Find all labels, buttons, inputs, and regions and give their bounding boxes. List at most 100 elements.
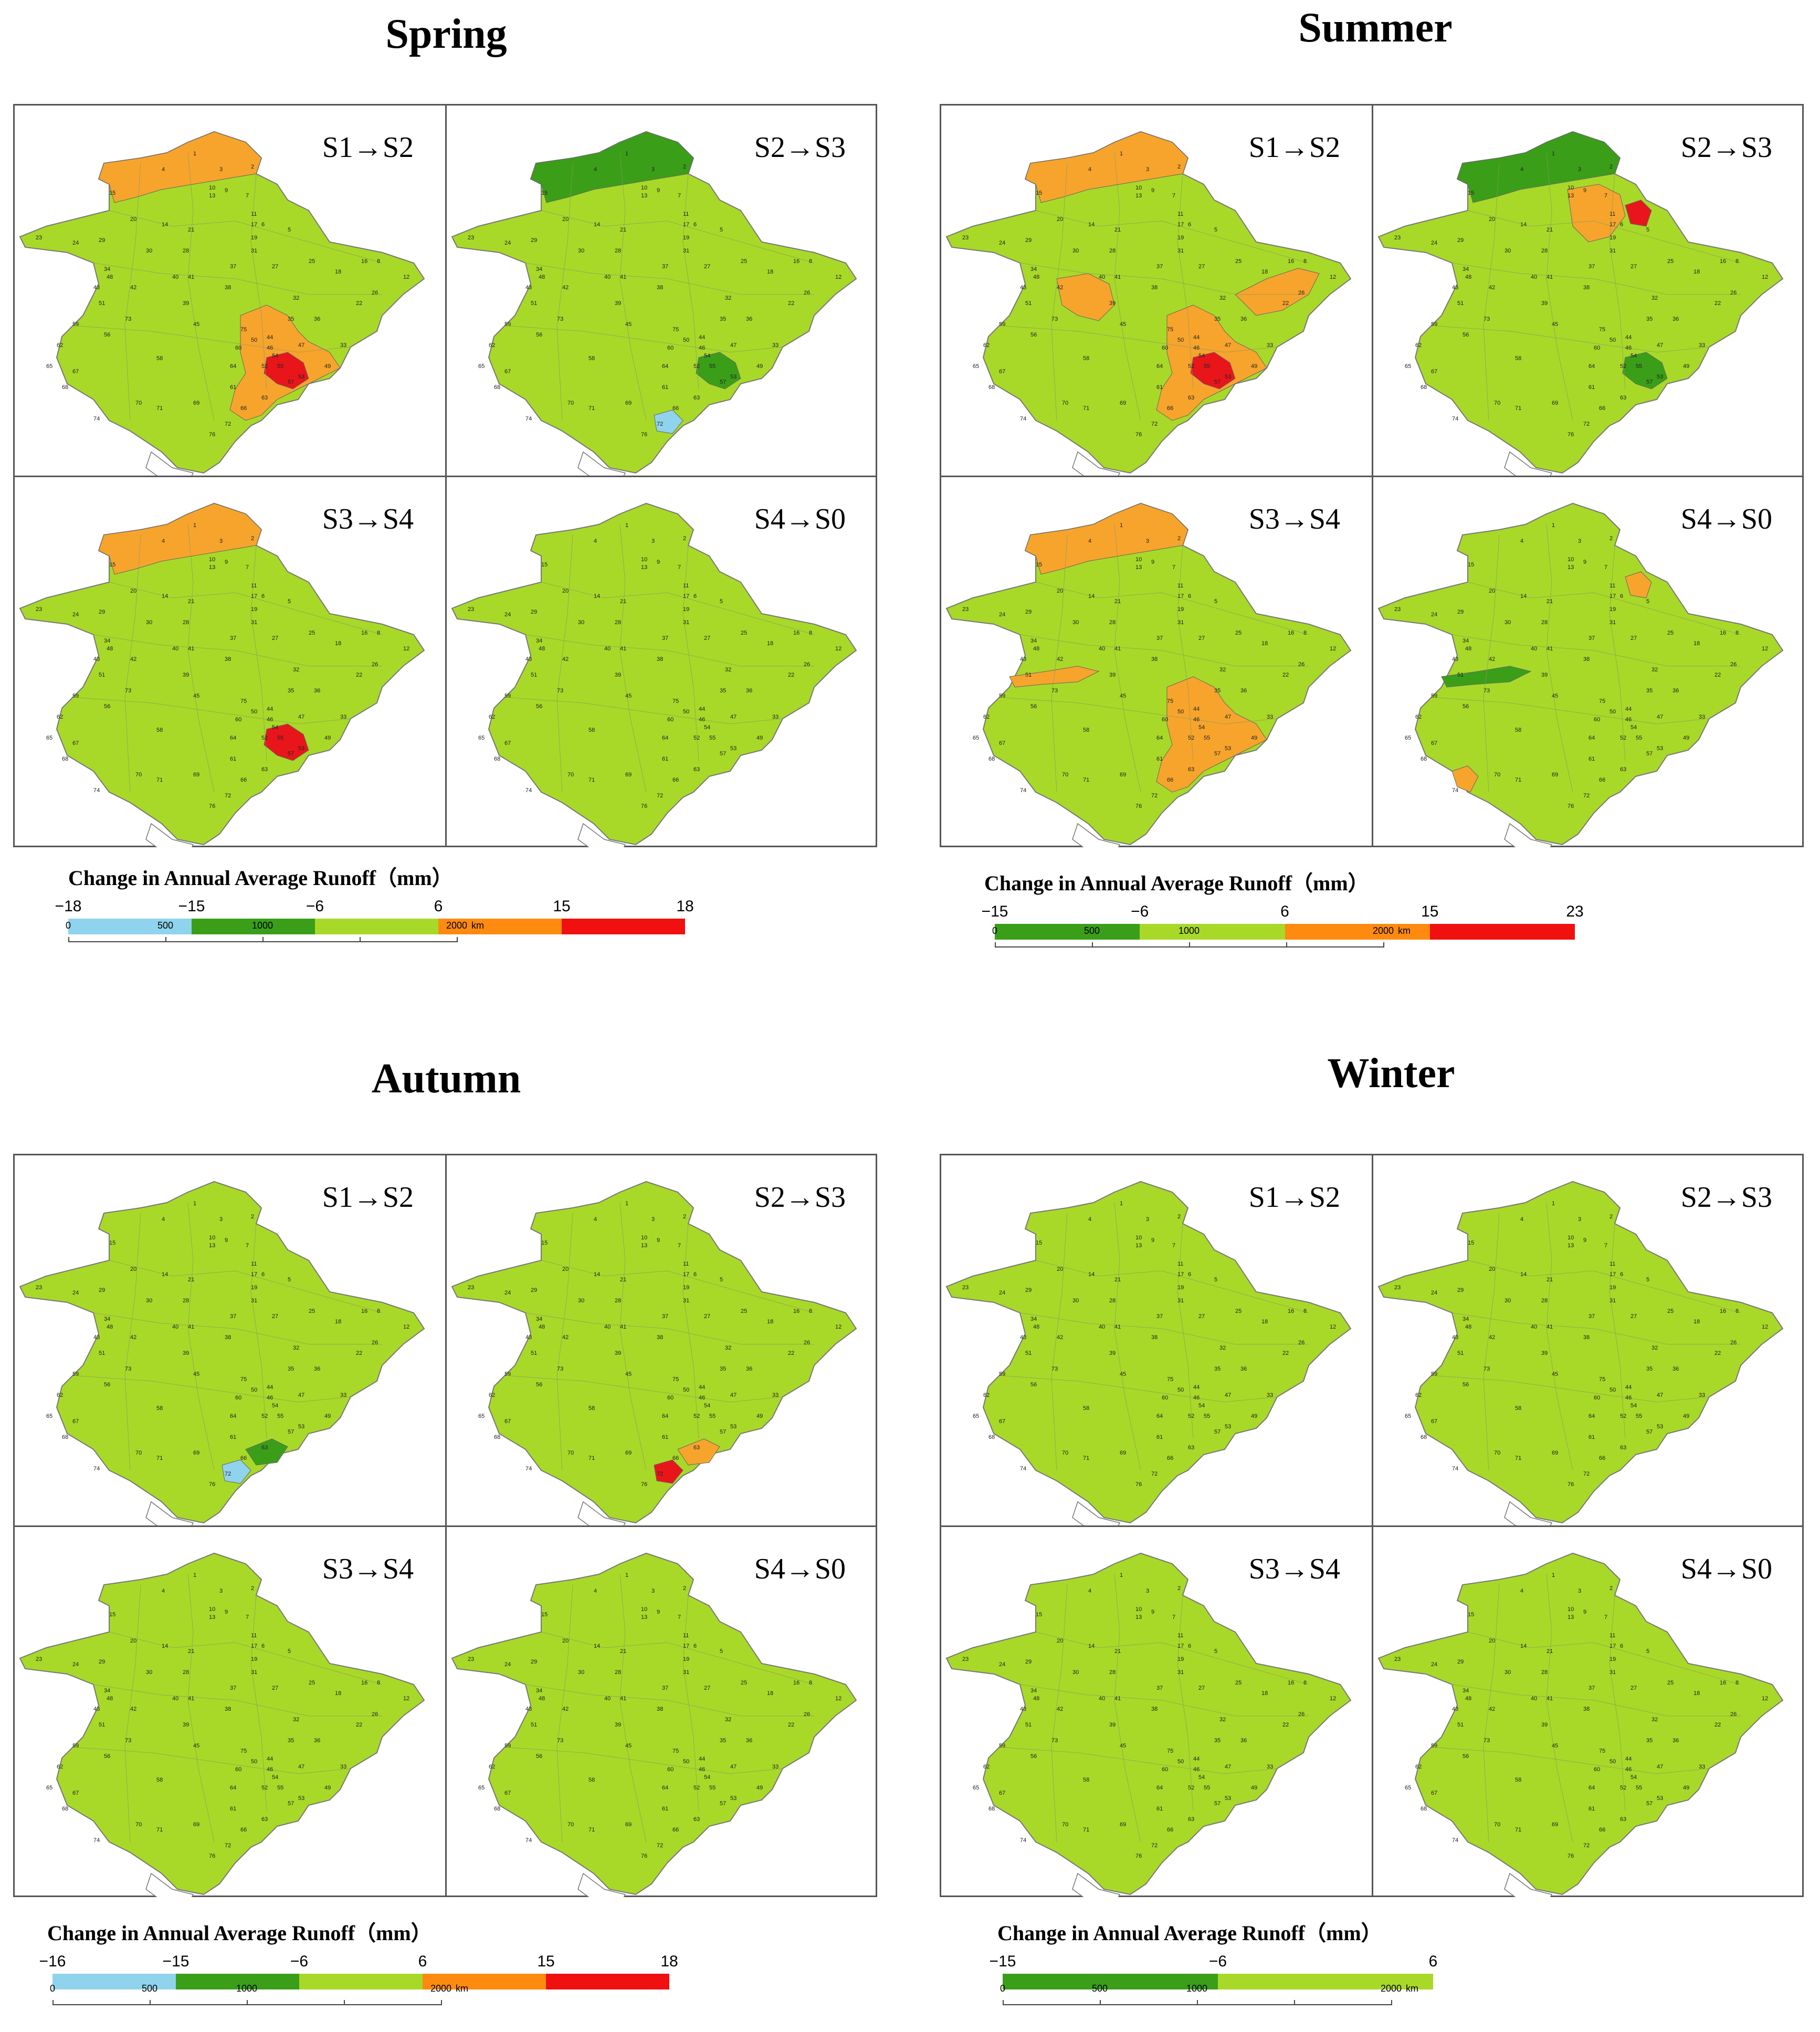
basin-label: 6 bbox=[261, 593, 265, 599]
basin-label: 70 bbox=[567, 1450, 574, 1456]
basin-label: 39 bbox=[183, 1350, 189, 1356]
basin-label: 75 bbox=[240, 1748, 247, 1754]
basin-label: 66 bbox=[1599, 405, 1605, 412]
basin-label: 21 bbox=[188, 1277, 194, 1283]
basin-label: 34 bbox=[104, 638, 110, 644]
basin-label: 57 bbox=[1214, 751, 1221, 757]
basin-label: 68 bbox=[494, 384, 500, 391]
map-grid-spring: 1 2 3 4 5 6 7 8 9 10 11 12 13 14 15 16 17 18 19 20 21 22 23 24 2… bbox=[13, 104, 877, 847]
basin-label: 11 bbox=[1609, 211, 1615, 217]
basin-label: 70 bbox=[1062, 1450, 1068, 1456]
basin-label: 48 bbox=[539, 1696, 545, 1702]
scale-label: 500 bbox=[157, 920, 174, 931]
basin-label: 12 bbox=[1762, 1696, 1768, 1702]
map-panel-winter-3: 1 2 3 4 5 6 7 8 9 10 11 12 13 14 15 16 17 18 19 20 21 22 23 24 2… bbox=[941, 1527, 1372, 1897]
basin-label: 68 bbox=[62, 384, 68, 391]
basin-label: 49 bbox=[324, 363, 331, 370]
basin-label: 60 bbox=[667, 717, 674, 723]
basin-label: 74 bbox=[93, 1837, 100, 1844]
basin-label: 30 bbox=[1072, 1669, 1079, 1676]
scale-label: 1000 bbox=[236, 1983, 258, 1994]
basin-label: 39 bbox=[615, 300, 621, 307]
region-map: 1234567891011121314151617181920212223242… bbox=[19, 1552, 425, 1897]
basin-label: 76 bbox=[1567, 431, 1574, 438]
basin-label: 62 bbox=[1415, 342, 1422, 349]
basin-label: 1 bbox=[625, 151, 628, 157]
basin-label: 4 bbox=[594, 1216, 597, 1223]
basin-label: 1 bbox=[625, 1572, 628, 1578]
scenario-transition-label: S1→S2 bbox=[1248, 1181, 1340, 1214]
basin-label: 17 bbox=[1609, 1643, 1616, 1649]
basin-label: 47 bbox=[1657, 342, 1663, 349]
basin-label: 39 bbox=[1109, 672, 1116, 678]
scenario-transition-label: S3→S4 bbox=[322, 1553, 414, 1585]
basin-label: 24 bbox=[1431, 1661, 1437, 1668]
basin-label: 64 bbox=[1588, 735, 1595, 741]
basin-label: 7 bbox=[246, 1243, 249, 1249]
basin-label: 7 bbox=[1604, 1614, 1607, 1620]
basin-label: 70 bbox=[135, 772, 142, 778]
basin-label: 28 bbox=[1541, 1298, 1548, 1304]
basin-label: 62 bbox=[983, 342, 990, 349]
basin-label: 17 bbox=[683, 222, 689, 228]
basin-label: 2 bbox=[1177, 1214, 1181, 1220]
runoff-change-area-southeast bbox=[264, 723, 309, 761]
basin-label: 67 bbox=[72, 369, 79, 375]
basin-label: 61 bbox=[230, 1434, 236, 1440]
basin-label: 18 bbox=[1693, 269, 1700, 275]
basin-label: 34 bbox=[1463, 1316, 1469, 1322]
basin-label: 71 bbox=[1083, 1827, 1089, 1833]
basin-label: 51 bbox=[1025, 1350, 1032, 1356]
basin-label: 3 bbox=[651, 538, 655, 544]
basin-label: 5 bbox=[1214, 1648, 1217, 1655]
region-map: 1234567891011121314151617181920212223242… bbox=[1377, 1552, 1784, 1897]
basin-label: 9 bbox=[225, 187, 228, 194]
basin-label: 36 bbox=[1240, 316, 1247, 322]
basin-label: 26 bbox=[372, 661, 378, 668]
basin-label: 66 bbox=[672, 777, 679, 783]
basin-label: 34 bbox=[104, 1688, 110, 1694]
basin-label: 65 bbox=[46, 1785, 52, 1791]
basin-label: 72 bbox=[657, 421, 663, 427]
basin-label: 9 bbox=[1151, 187, 1154, 194]
basin-label: 21 bbox=[1114, 598, 1121, 605]
basin-label: 74 bbox=[1452, 416, 1458, 422]
basin-label: 67 bbox=[999, 740, 1005, 746]
basin-label: 61 bbox=[230, 384, 236, 391]
basin-label: 5 bbox=[1646, 227, 1649, 233]
map-panel-winter-2: 1 2 3 4 5 6 7 8 9 10 11 12 13 14 15 16 17 18 19 20 21 22 23 24 2… bbox=[1373, 1155, 1804, 1525]
basin-label: 50 bbox=[683, 1387, 689, 1393]
basin-label: 52 bbox=[261, 735, 268, 741]
basin-label: 45 bbox=[1120, 1743, 1126, 1749]
map-grid-winter: 1 2 3 4 5 6 7 8 9 10 11 12 13 14 15 16 17 18 19 20 21 22 23 24 2… bbox=[940, 1154, 1804, 1897]
basin-label: 35 bbox=[1646, 316, 1653, 322]
basin-label: 30 bbox=[1505, 248, 1511, 254]
basin-label: 52 bbox=[1188, 1413, 1194, 1419]
basin-label: 75 bbox=[240, 698, 247, 704]
basin-label: 66 bbox=[1167, 777, 1173, 783]
basin-label: 14 bbox=[1520, 593, 1527, 599]
basin-label: 4 bbox=[1088, 1588, 1091, 1594]
basin-label: 47 bbox=[298, 1392, 304, 1398]
basin-label: 59 bbox=[999, 1743, 1005, 1749]
basin-label: 71 bbox=[1515, 1455, 1521, 1461]
basin-label: 11 bbox=[251, 1261, 257, 1267]
scale-label: 2000 bbox=[446, 920, 468, 931]
legend-tick-label: −18 bbox=[55, 898, 82, 915]
basin-label: 12 bbox=[1762, 1324, 1768, 1330]
basin-label: 55 bbox=[1636, 1413, 1642, 1419]
basin-label: 16 bbox=[1288, 258, 1294, 265]
basin-label: 6 bbox=[1188, 222, 1191, 228]
basin-label: 65 bbox=[46, 1413, 52, 1419]
basin-label: 49 bbox=[1251, 1785, 1257, 1791]
basin-label: 27 bbox=[272, 1313, 278, 1320]
basin-label: 36 bbox=[1672, 1738, 1679, 1744]
scale-bar-winter: 0 500 1000 2000 km bbox=[1000, 1983, 1418, 2005]
basin-label: 62 bbox=[489, 1392, 495, 1398]
basin-label: 12 bbox=[403, 274, 409, 280]
basin-label: 67 bbox=[504, 1418, 511, 1425]
basin-label: 70 bbox=[1494, 1822, 1500, 1828]
basin-label: 43 bbox=[93, 285, 100, 291]
basin-label: 6 bbox=[1188, 1271, 1191, 1278]
basin-boundaries bbox=[77, 152, 383, 421]
